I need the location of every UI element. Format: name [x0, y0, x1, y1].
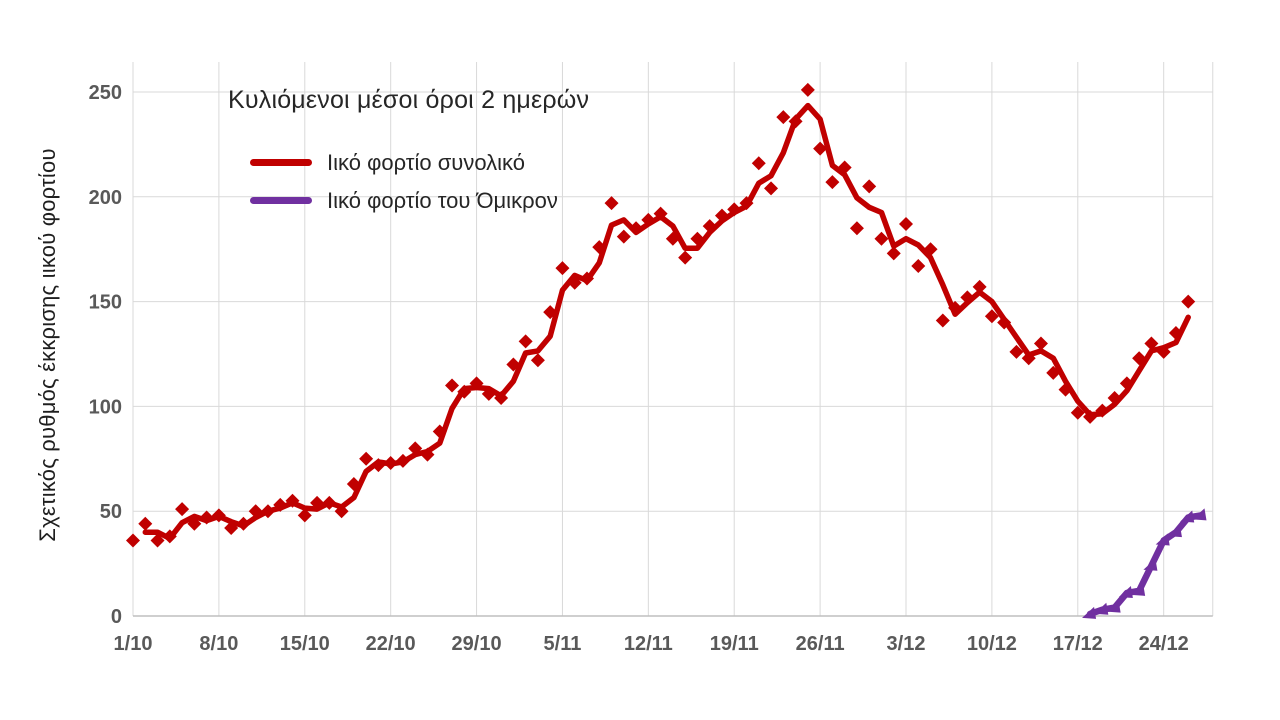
legend-label-total: Ιικό φορτίο συνολικό: [327, 149, 525, 175]
legend-label-omicron: Ιικό φορτίο του Όμικρον: [327, 187, 558, 213]
svg-text:15/10: 15/10: [280, 633, 330, 655]
svg-text:250: 250: [89, 82, 122, 104]
svg-text:19/11: 19/11: [710, 633, 759, 655]
y-axis-title: Σχετικός ρυθμός έκκρισης ιικού φορτίου: [35, 148, 60, 542]
svg-text:10/12: 10/12: [967, 633, 1017, 655]
svg-text:100: 100: [89, 396, 122, 418]
svg-text:22/10: 22/10: [366, 633, 416, 655]
svg-text:12/11: 12/11: [624, 633, 673, 655]
gridlines: [132, 62, 1214, 617]
svg-text:5/11: 5/11: [544, 633, 582, 655]
legend-swatch-omicron-purple: [250, 197, 312, 204]
red-series-line: [142, 102, 1191, 542]
x-tick-labels: 1/10 8/10 15/10 22/10 29/10 5/11 12/11 19/11 26/…: [114, 633, 1189, 655]
purple-series-line: [1086, 512, 1204, 618]
svg-text:50: 50: [100, 501, 122, 523]
purple-series-markers: [1082, 508, 1207, 619]
y-tick-labels: 0 50 100 150 200 250: [89, 82, 122, 628]
svg-text:29/10: 29/10: [452, 633, 502, 655]
svg-text:0: 0: [111, 606, 122, 628]
legend-item-total: Ιικό φορτίο συνολικό: [250, 149, 558, 176]
svg-text:200: 200: [89, 187, 122, 209]
svg-text:150: 150: [89, 292, 122, 314]
chart-annotation-title: Κυλιόμενοι μέσοι όροι 2 ημερών: [228, 86, 590, 114]
svg-text:17/12: 17/12: [1053, 633, 1103, 655]
legend-item-omicron: Ιικό φορτίο του Όμικρον: [250, 187, 558, 214]
svg-text:8/10: 8/10: [199, 633, 238, 655]
svg-text:1/10: 1/10: [114, 633, 153, 655]
svg-text:24/12: 24/12: [1139, 633, 1189, 655]
red-series-markers: [126, 82, 1196, 548]
svg-text:3/12: 3/12: [887, 633, 926, 655]
legend: Ιικό φορτίο συνολικό Ιικό φορτίο του Όμι…: [250, 149, 558, 214]
legend-swatch-total-red: [250, 159, 312, 166]
svg-text:26/11: 26/11: [796, 633, 845, 655]
